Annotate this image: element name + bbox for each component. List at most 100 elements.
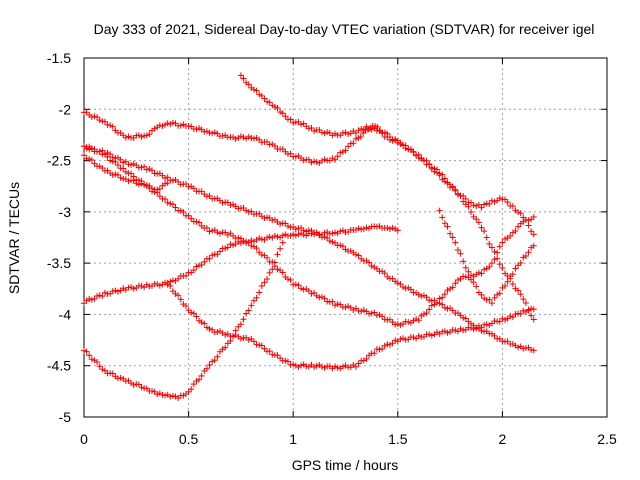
data-point	[125, 178, 132, 185]
data-point	[214, 353, 221, 360]
data-point	[214, 329, 221, 336]
data-point	[162, 121, 169, 128]
data-point	[473, 202, 480, 209]
data-point	[138, 164, 145, 171]
data-point	[332, 156, 339, 163]
data-point	[274, 105, 281, 112]
data-point	[216, 230, 223, 237]
data-point	[522, 309, 529, 315]
data-point	[227, 202, 234, 209]
data-point	[122, 168, 129, 175]
data-point	[284, 358, 291, 365]
data-point	[360, 126, 367, 133]
data-point	[269, 351, 276, 358]
data-point	[318, 129, 325, 136]
data-point	[449, 307, 456, 314]
data-point	[196, 219, 203, 226]
data-point	[141, 284, 148, 291]
data-point	[308, 124, 315, 131]
data-point	[528, 305, 535, 312]
data-point	[264, 214, 271, 221]
data-point	[318, 363, 325, 370]
data-point	[250, 135, 257, 142]
data-point	[428, 302, 435, 309]
data-point	[431, 165, 438, 172]
data-point	[232, 135, 239, 142]
data-point	[198, 262, 205, 269]
data-point	[135, 177, 142, 184]
plot-frame	[83, 57, 608, 418]
data-point	[201, 128, 208, 135]
data-point	[355, 252, 362, 259]
data-point	[258, 283, 265, 290]
data-point	[290, 231, 297, 238]
data-point	[502, 282, 509, 289]
data-point	[109, 172, 116, 179]
data-point	[300, 231, 307, 238]
data-point	[243, 238, 250, 245]
data-point	[148, 167, 155, 174]
data-point	[219, 199, 226, 206]
series-track-7	[81, 239, 286, 402]
data-point	[96, 292, 103, 299]
data-point	[504, 278, 511, 285]
x-tick-label: 1	[289, 431, 297, 447]
data-point	[133, 176, 140, 183]
data-point	[366, 259, 373, 266]
data-point	[279, 110, 286, 117]
data-point	[222, 344, 229, 351]
data-point	[222, 331, 229, 338]
data-point	[345, 131, 352, 138]
data-point	[300, 157, 307, 164]
data-point	[122, 158, 129, 165]
data-point	[279, 146, 286, 153]
data-point	[530, 231, 537, 238]
data-point	[141, 132, 148, 139]
data-point	[114, 162, 121, 169]
data-point	[261, 215, 268, 222]
data-point	[248, 302, 255, 309]
data-point	[148, 188, 155, 195]
data-point	[201, 320, 208, 327]
y-tick-label: -2	[59, 101, 72, 117]
data-point	[274, 233, 281, 240]
data-point	[248, 237, 255, 244]
data-point	[271, 232, 278, 239]
data-point	[94, 293, 101, 300]
data-point	[515, 209, 522, 216]
data-point	[201, 258, 208, 265]
data-point	[99, 165, 106, 172]
data-point	[316, 294, 323, 301]
data-point	[313, 362, 320, 369]
data-point	[502, 235, 509, 242]
data-point	[264, 275, 271, 282]
data-point	[190, 267, 197, 274]
data-point	[169, 119, 176, 126]
data-point	[240, 316, 247, 323]
data-point	[520, 254, 527, 261]
data-point	[389, 224, 396, 231]
data-point	[130, 285, 137, 292]
data-point	[167, 121, 174, 128]
data-point	[237, 335, 244, 342]
data-point	[290, 119, 297, 126]
data-point	[114, 171, 121, 178]
data-point	[439, 301, 446, 308]
data-point	[282, 220, 289, 227]
data-point	[122, 134, 129, 141]
data-point	[114, 375, 121, 382]
data-point	[274, 352, 281, 359]
data-point	[337, 242, 344, 249]
data-point	[248, 242, 255, 249]
data-point	[88, 157, 95, 164]
data-point	[509, 314, 516, 321]
data-point	[258, 236, 265, 243]
data-point	[250, 338, 257, 345]
data-point	[169, 277, 176, 284]
data-point	[206, 255, 213, 262]
data-point	[167, 200, 174, 207]
data-point	[462, 273, 469, 280]
data-point	[277, 245, 284, 252]
data-point	[363, 356, 370, 363]
data-point	[454, 328, 461, 335]
